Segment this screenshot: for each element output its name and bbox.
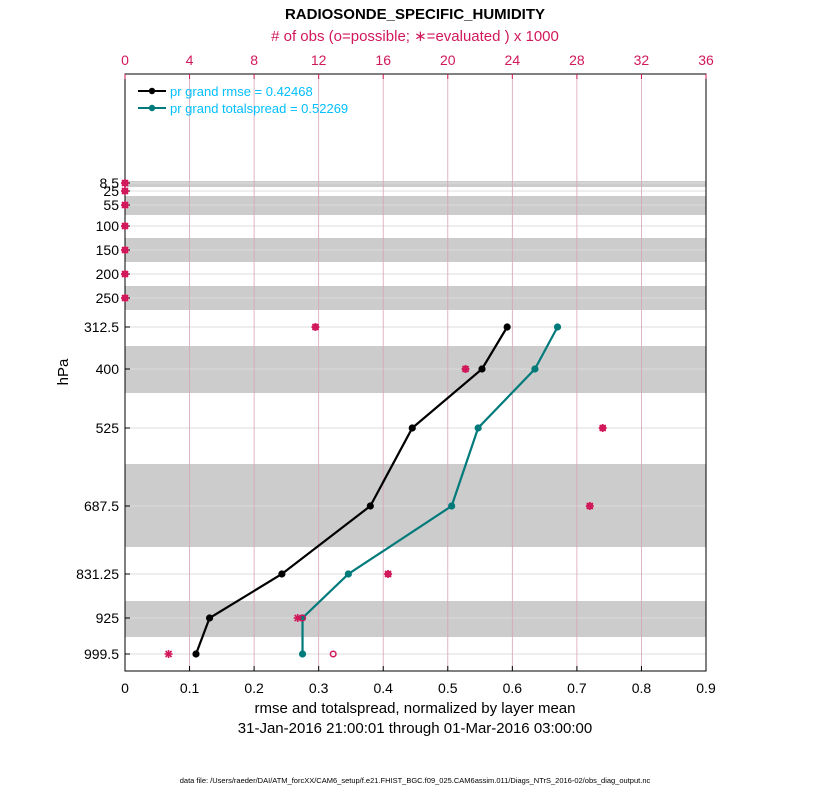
- obs-evaluated-marker: [598, 424, 607, 432]
- date-range: 31-Jan-2016 21:00:01 through 01-Mar-2016…: [238, 720, 592, 737]
- obs-evaluated-marker: [121, 246, 129, 254]
- y-tick-label: 999.5: [84, 646, 119, 662]
- obs-evaluated-marker: [121, 222, 129, 230]
- obs-evaluated-marker: [461, 365, 470, 373]
- datafile-footer: data file: /Users/raeder/DAI/ATM_forcXX/…: [180, 776, 651, 785]
- totalspread-point: [344, 570, 352, 578]
- obs-evaluated-marker: [311, 323, 320, 331]
- y-tick-label: 100: [96, 218, 120, 234]
- y-tick-label: 150: [96, 242, 120, 258]
- obs-evaluated-marker: [121, 187, 129, 195]
- x-tick-label: 0.1: [180, 680, 200, 696]
- x-tick-label: 0: [121, 680, 129, 696]
- legend-rmse-label: pr grand rmse = 0.42468: [170, 84, 313, 99]
- totalspread-point: [474, 424, 482, 432]
- top-tick-label: 4: [186, 52, 194, 68]
- obs-evaluated-marker: [121, 179, 129, 187]
- obs-evaluated-marker: [293, 614, 302, 622]
- rmse-point: [192, 650, 200, 658]
- x-tick-label: 0.4: [373, 680, 393, 696]
- y-tick-label: 250: [96, 290, 120, 306]
- rmse-point: [278, 570, 286, 578]
- layer-band: [125, 601, 706, 637]
- top-tick-label: 0: [121, 52, 129, 68]
- x-tick-label: 0.3: [309, 680, 329, 696]
- rmse-point: [503, 323, 511, 331]
- top-tick-label: 8: [250, 52, 258, 68]
- layer-bands: [125, 181, 706, 637]
- y-tick-label: 25: [103, 183, 119, 199]
- top-tick-label: 36: [698, 52, 714, 68]
- top-axis-label: # of obs (o=possible; ∗=evaluated ) x 10…: [271, 28, 559, 45]
- totalspread-point: [553, 323, 562, 331]
- y-tick-label: 400: [96, 361, 120, 377]
- obs-evaluated-marker: [121, 201, 129, 209]
- x-axis-label: rmse and totalspread, normalized by laye…: [255, 700, 576, 717]
- top-tick-label: 20: [440, 52, 456, 68]
- legend-rmse-marker: [148, 87, 156, 95]
- top-tick-label: 12: [311, 52, 327, 68]
- rmse-point: [366, 502, 374, 510]
- totalspread-point: [531, 365, 539, 373]
- y-tick-label: 687.5: [84, 498, 119, 514]
- y-tick-label: 831.25: [76, 566, 119, 582]
- chart-title: RADIOSONDE_SPECIFIC_HUMIDITY: [285, 6, 545, 23]
- y-axis-label: hPa: [55, 358, 72, 385]
- top-tick-label: 16: [375, 52, 391, 68]
- legend-spread-marker: [148, 104, 156, 112]
- y-tick-label: 55: [103, 197, 119, 213]
- x-tick-label: 0.7: [567, 680, 587, 696]
- top-tick-label: 28: [569, 52, 585, 68]
- top-tick-label: 32: [634, 52, 650, 68]
- totalspread-point: [298, 650, 307, 658]
- x-tick-label: 0.6: [503, 680, 523, 696]
- y-tick-label: 200: [96, 266, 120, 282]
- y-tick-label: 8.5: [100, 175, 120, 191]
- y-tick-label: 525: [96, 420, 120, 436]
- obs-evaluated-marker: [121, 270, 129, 278]
- legend-spread-label: pr grand totalspread = 0.52269: [170, 101, 348, 116]
- rmse-point: [478, 365, 486, 373]
- obs-evaluated-marker: [121, 294, 129, 302]
- y-tick-label: 312.5: [84, 319, 119, 335]
- y-tick-label: 925: [96, 610, 120, 626]
- x-tick-label: 0.8: [632, 680, 652, 696]
- plot-frame: [124, 73, 707, 672]
- obs-evaluated-marker: [164, 650, 173, 658]
- obs-evaluated-marker: [585, 502, 594, 510]
- obs-evaluated-marker: [384, 570, 393, 578]
- rmse-point: [205, 614, 214, 622]
- x-tick-label: 0.2: [244, 680, 264, 696]
- totalspread-point: [448, 502, 456, 510]
- layer-band: [125, 181, 706, 187]
- rmse-point: [408, 424, 416, 432]
- axis-ticks: 0 0.1 0.2 0.3 0.4 0.5 0.6 0.7 0.8 0.9 0 4 8 12 16 20 24 2…: [76, 52, 716, 696]
- series-layer: [121, 179, 607, 658]
- x-tick-label: 0.5: [438, 680, 458, 696]
- legend: pr grand rmse = 0.42468 pr grand totalsp…: [138, 84, 348, 116]
- x-tick-label: 0.9: [696, 680, 716, 696]
- top-tick-label: 24: [505, 52, 521, 68]
- obs-possible-marker: [329, 650, 337, 658]
